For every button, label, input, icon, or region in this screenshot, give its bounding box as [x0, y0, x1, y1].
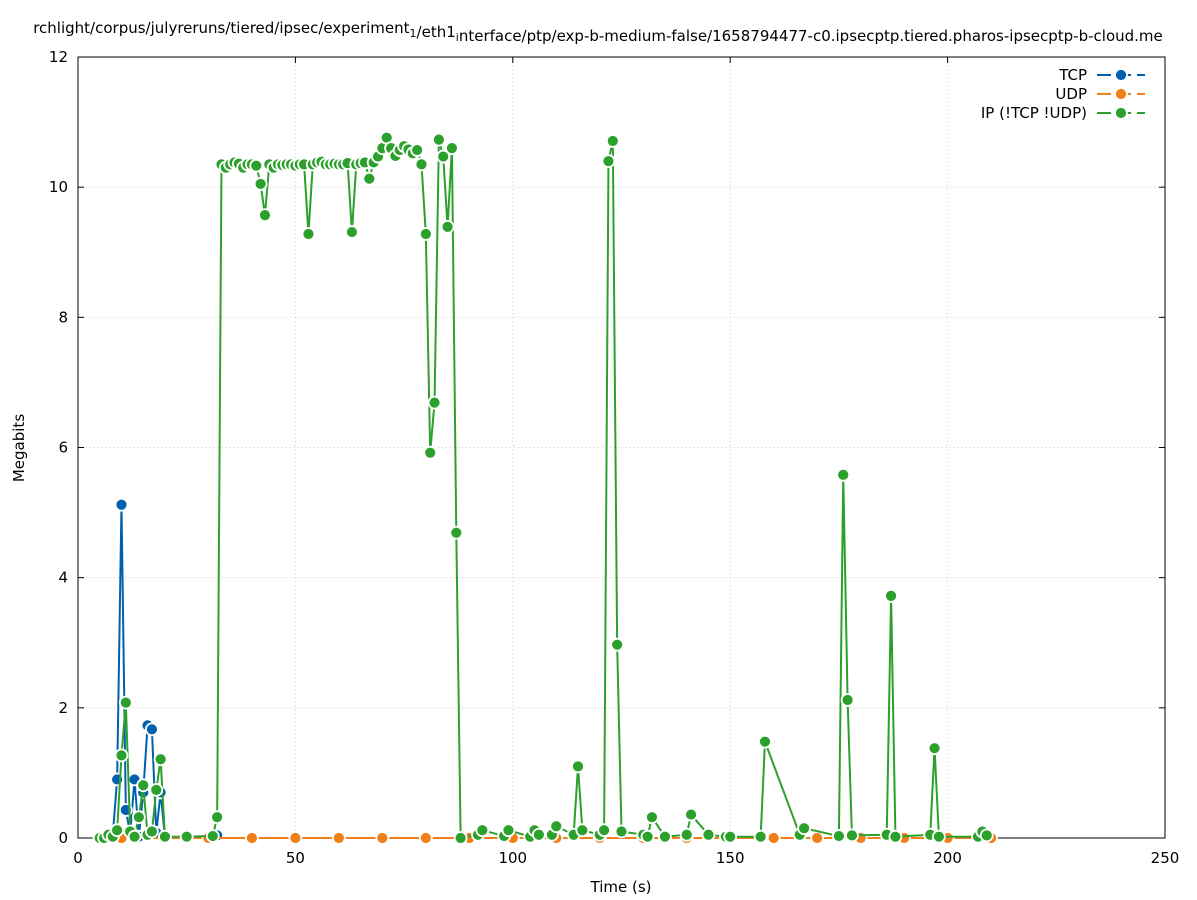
- data-point: [131, 810, 146, 825]
- data-point: [431, 132, 446, 147]
- data-point: [345, 225, 359, 239]
- legend-label: UDP: [1055, 85, 1087, 103]
- data-point: [249, 158, 264, 173]
- data-point: [301, 227, 316, 241]
- x-tick-label: 100: [498, 849, 527, 867]
- data-point: [645, 810, 659, 825]
- series-2: [92, 130, 994, 845]
- y-tick-label: 0: [58, 829, 68, 847]
- y-tick-label: 6: [58, 439, 68, 457]
- data-point: [610, 637, 625, 652]
- data-point: [245, 831, 259, 845]
- data-point: [684, 807, 698, 822]
- data-point: [110, 823, 125, 838]
- data-point: [884, 588, 898, 603]
- axis-ticks: 0 50 100 150 200 250 0 2 4 6 8 10 12: [49, 48, 1179, 867]
- series: [92, 130, 998, 845]
- data-point: [205, 829, 220, 843]
- data-point: [932, 829, 946, 844]
- data-point: [840, 693, 855, 707]
- y-tick-label: 12: [49, 48, 68, 66]
- x-tick-label: 0: [73, 849, 83, 867]
- data-point: [258, 208, 272, 223]
- data-point: [888, 829, 903, 844]
- data-point: [440, 219, 455, 234]
- data-point: [375, 831, 390, 845]
- y-tick-label: 2: [58, 699, 68, 717]
- x-tick-label: 200: [933, 849, 962, 867]
- data-point: [753, 829, 768, 844]
- data-point: [110, 772, 125, 787]
- data-point: [475, 823, 490, 838]
- legend-marker: [1114, 68, 1128, 82]
- data-point: [979, 828, 994, 843]
- data-point: [136, 778, 151, 793]
- chart-title: rchlight/corpus/julyreruns/tiered/ipsec/…: [33, 19, 1163, 45]
- legend-marker: [1114, 106, 1128, 120]
- data-point: [758, 734, 772, 749]
- data-point: [114, 497, 129, 512]
- x-tick-label: 150: [716, 849, 745, 867]
- data-point: [701, 827, 716, 842]
- data-point: [501, 823, 516, 838]
- x-tick-label: 50: [286, 849, 305, 867]
- data-point: [640, 829, 655, 844]
- data-point: [253, 177, 268, 191]
- data-point: [679, 827, 694, 842]
- data-point: [436, 149, 451, 164]
- data-point: [145, 722, 159, 737]
- data-point: [210, 810, 225, 825]
- data-point: [531, 827, 546, 842]
- data-point: [836, 467, 851, 482]
- data-point: [145, 824, 159, 839]
- data-point: [427, 395, 442, 410]
- y-tick-label: 8: [58, 308, 68, 326]
- x-tick-label: 250: [1151, 849, 1180, 867]
- y-tick-label: 10: [49, 178, 68, 196]
- y-tick-label: 4: [58, 569, 68, 587]
- data-point: [149, 782, 164, 797]
- data-point: [153, 752, 168, 767]
- data-point: [418, 227, 433, 241]
- data-point: [288, 831, 303, 845]
- data-point: [423, 445, 438, 460]
- data-point: [118, 695, 133, 710]
- data-point: [614, 824, 629, 839]
- data-point: [158, 829, 172, 844]
- data-point: [331, 831, 346, 845]
- data-point: [658, 829, 672, 844]
- data-point: [114, 748, 129, 763]
- data-point: [601, 154, 616, 169]
- data-point: [605, 134, 620, 148]
- data-point: [549, 819, 564, 834]
- data-point: [453, 831, 468, 845]
- data-point: [845, 828, 859, 843]
- data-point: [410, 143, 425, 157]
- data-point: [179, 829, 194, 844]
- series-line: [99, 135, 988, 840]
- data-point: [766, 831, 781, 845]
- data-point: [571, 759, 585, 774]
- legend-label: IP (!TCP !UDP): [981, 104, 1087, 122]
- x-axis-label: Time (s): [590, 878, 652, 896]
- legend-label: TCP: [1058, 66, 1087, 84]
- data-point: [362, 171, 377, 186]
- data-point: [832, 829, 846, 843]
- y-axis-label: Megabits: [10, 414, 28, 482]
- data-point: [575, 823, 590, 838]
- data-point: [445, 141, 459, 156]
- data-point: [418, 831, 433, 845]
- data-point: [927, 741, 942, 756]
- data-point: [414, 157, 429, 172]
- data-point: [797, 821, 812, 836]
- data-point: [449, 525, 464, 540]
- legend-marker: [1114, 87, 1128, 101]
- data-point: [723, 829, 738, 844]
- data-point: [810, 831, 825, 845]
- data-point: [597, 823, 612, 838]
- data-point: [127, 829, 142, 844]
